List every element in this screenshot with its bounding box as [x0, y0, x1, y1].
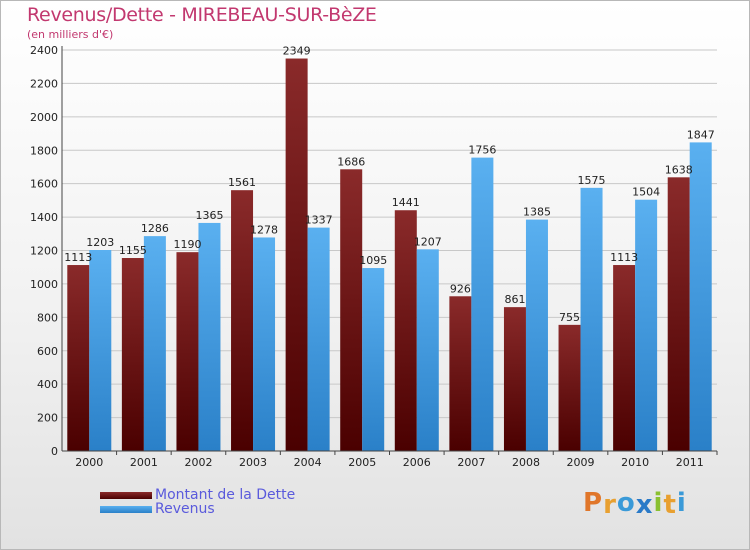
data-label-revenus: 1207: [414, 235, 442, 248]
x-tick-label: 2006: [403, 456, 431, 469]
data-label-dette: 1638: [665, 163, 693, 176]
bar-revenus: [689, 142, 712, 451]
legend-label-debt: Montant de la Dette: [155, 487, 296, 503]
data-label-revenus: 1365: [195, 209, 223, 222]
bar-dette: [667, 177, 690, 451]
bar-dette: [285, 58, 308, 452]
bar-dette: [121, 258, 144, 451]
x-tick-label: 2000: [75, 456, 103, 469]
bar-revenus: [525, 219, 548, 451]
bar-revenus: [416, 249, 439, 451]
bar-revenus: [253, 237, 276, 451]
data-label-dette: 1113: [610, 251, 638, 264]
legend-label-revenus: Revenus: [155, 501, 215, 517]
bar-dette: [176, 252, 199, 451]
data-label-dette: 1561: [228, 176, 256, 189]
legend-item-revenus: Revenus: [100, 501, 215, 517]
bar-dette: [449, 296, 472, 451]
x-tick-label: 2007: [457, 456, 485, 469]
data-label-dette: 2349: [283, 45, 311, 58]
bar-revenus: [198, 222, 221, 451]
bar-revenus: [635, 199, 658, 451]
y-tick-label: 400: [37, 378, 58, 391]
x-tick-label: 2010: [621, 456, 649, 469]
logo-letter: i: [653, 488, 664, 518]
data-label-revenus: 1575: [578, 174, 606, 187]
data-label-dette: 1190: [173, 238, 201, 251]
y-tick-label: 2400: [30, 44, 58, 57]
data-label-dette: 1155: [119, 244, 147, 257]
data-label-revenus: 1504: [632, 186, 660, 199]
y-tick-label: 1800: [30, 144, 58, 157]
y-tick-label: 2000: [30, 111, 58, 124]
data-label-dette: 926: [450, 282, 471, 295]
data-label-dette: 861: [504, 293, 525, 306]
bar-dette: [503, 307, 526, 451]
y-tick-label: 600: [37, 345, 58, 358]
y-tick-label: 1000: [30, 278, 58, 291]
x-tick-label: 2004: [294, 456, 322, 469]
y-tick-label: 1400: [30, 211, 58, 224]
bar-dette: [613, 265, 636, 451]
bar-dette: [67, 265, 90, 451]
bar-revenus: [471, 157, 494, 451]
data-label-revenus: 1847: [687, 128, 715, 141]
data-label-dette: 755: [559, 311, 580, 324]
logo-letter: x: [635, 490, 654, 520]
bar-dette: [394, 210, 417, 451]
logo-letter: r: [603, 490, 617, 520]
x-tick-label: 2003: [239, 456, 267, 469]
y-tick-label: 800: [37, 311, 58, 324]
x-tick-label: 2011: [676, 456, 704, 469]
bar-revenus: [307, 227, 330, 451]
y-tick-label: 200: [37, 412, 58, 425]
data-label-dette: 1686: [337, 155, 365, 168]
data-label-dette: 1113: [64, 251, 92, 264]
legend-item-debt: Montant de la Dette: [100, 487, 295, 503]
bar-dette: [558, 324, 581, 451]
logo-letter: t: [663, 490, 677, 520]
data-label-revenus: 1278: [250, 223, 278, 236]
data-label-revenus: 1385: [523, 206, 551, 219]
chart-title: Revenus/Dette - MIREBEAU-SUR-BèZE: [27, 4, 377, 26]
bar-dette: [340, 169, 363, 452]
legend-swatch-debt: [100, 491, 152, 499]
logo-letter: P: [583, 488, 604, 518]
proxiti-logo: Proxiti: [583, 488, 687, 520]
x-tick-label: 2005: [348, 456, 376, 469]
legend-swatch-revenus: [100, 505, 152, 513]
logo-letter: i: [676, 488, 687, 518]
y-tick-label: 0: [51, 445, 58, 458]
bar-revenus: [362, 268, 385, 451]
x-tick-label: 2002: [184, 456, 212, 469]
data-label-revenus: 1337: [305, 214, 333, 227]
data-label-revenus: 1203: [86, 236, 114, 249]
y-tick-label: 2200: [30, 77, 58, 90]
data-label-dette: 1441: [392, 196, 420, 209]
x-tick-label: 2001: [130, 456, 158, 469]
y-tick-label: 1200: [30, 245, 58, 258]
y-tick-label: 1600: [30, 178, 58, 191]
x-tick-label: 2009: [567, 456, 595, 469]
bar-revenus: [143, 236, 166, 451]
data-label-revenus: 1286: [141, 222, 169, 235]
x-tick-label: 2008: [512, 456, 540, 469]
bar-dette: [231, 190, 254, 451]
bar-revenus: [580, 187, 603, 451]
data-label-revenus: 1095: [359, 254, 387, 267]
bar-revenus: [89, 249, 112, 451]
chart-subtitle: (en milliers d'€): [27, 28, 114, 41]
data-label-revenus: 1756: [468, 144, 496, 157]
logo-letter: o: [616, 488, 636, 518]
